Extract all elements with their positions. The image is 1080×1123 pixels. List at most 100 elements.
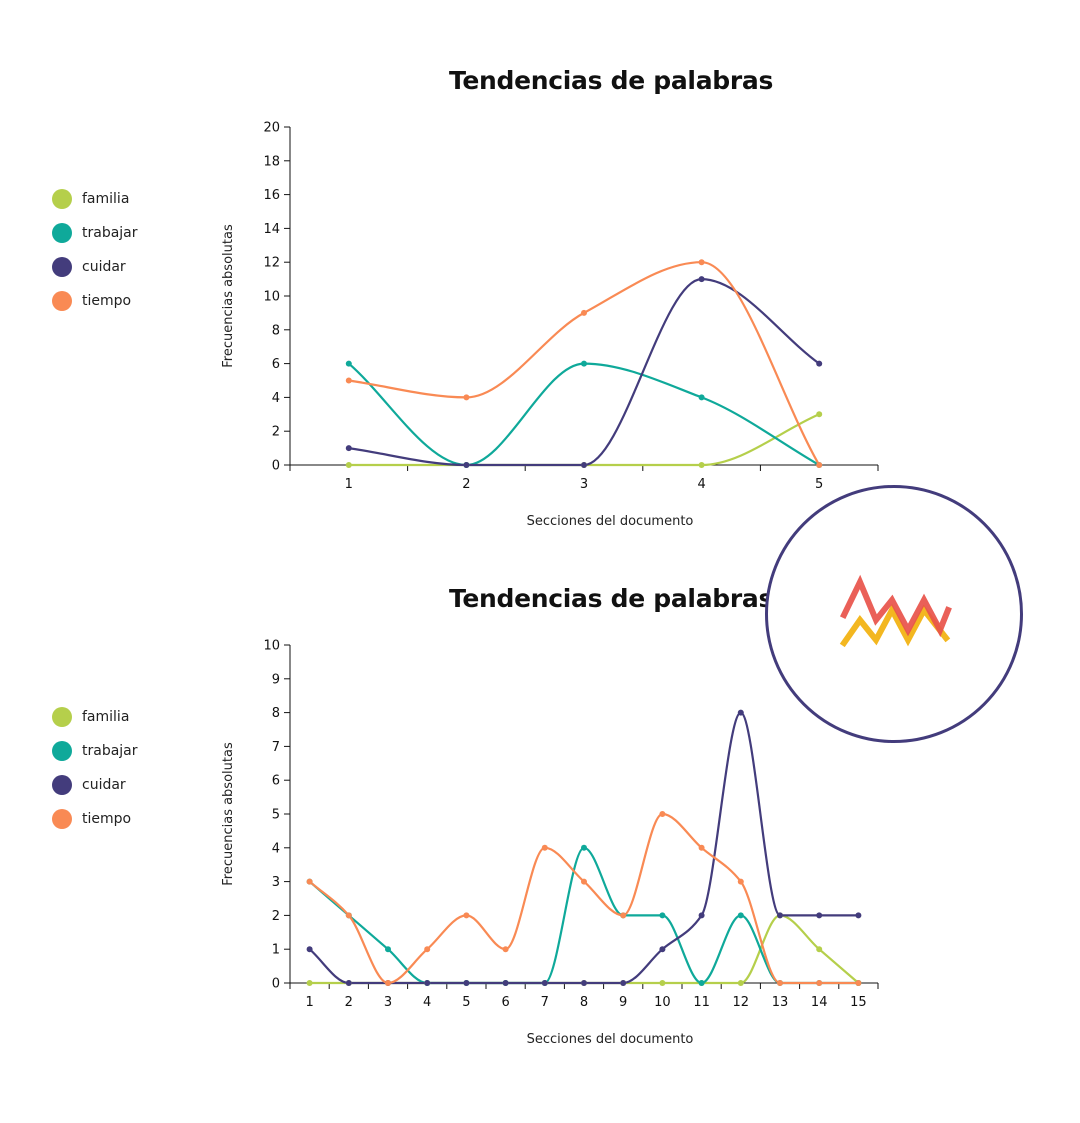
zigzag-lines-logo-icon <box>839 574 952 648</box>
legend-label: trabajar <box>82 225 138 241</box>
x-tick-label: 4 <box>697 477 705 492</box>
logo-badge <box>765 485 1023 743</box>
x-tick-label: 4 <box>423 995 431 1010</box>
data-point-tiempo <box>816 462 823 468</box>
data-point-cuidar <box>581 980 587 986</box>
x-tick-label: 10 <box>654 995 671 1010</box>
data-point-tiempo <box>502 946 509 953</box>
data-point-cuidar <box>698 912 705 919</box>
x-tick-label: 13 <box>772 995 789 1010</box>
data-point-cuidar <box>463 462 470 468</box>
data-point-trabajar <box>659 912 666 919</box>
x-tick-label: 2 <box>345 995 353 1010</box>
legend-label: tiempo <box>82 811 132 827</box>
x-tick-label: 12 <box>733 995 750 1010</box>
data-point-familia <box>659 980 666 986</box>
data-point-tiempo <box>424 946 431 953</box>
data-point-cuidar <box>502 980 509 986</box>
y-tick-label: 8 <box>272 323 280 338</box>
data-point-tiempo <box>385 980 391 986</box>
legend-item-trabajar[interactable]: trabajar <box>52 222 138 244</box>
y-tick-label: 10 <box>263 290 280 305</box>
y-tick-label: 2 <box>272 425 280 440</box>
y-tick-label: 5 <box>272 808 280 823</box>
data-point-trabajar <box>737 912 744 919</box>
legend-swatch-icon <box>52 809 72 829</box>
data-point-tiempo <box>659 811 666 817</box>
data-point-familia <box>345 462 352 468</box>
legend-item-familia[interactable]: familia <box>52 188 129 210</box>
x-tick-label: 1 <box>345 477 353 492</box>
data-point-trabajar <box>345 360 352 367</box>
data-point-cuidar <box>659 946 666 953</box>
data-point-cuidar <box>855 912 862 919</box>
y-tick-label: 4 <box>272 391 280 406</box>
x-tick-label: 14 <box>811 995 828 1010</box>
y-tick-label: 6 <box>272 774 280 789</box>
x-tick-label: 2 <box>462 477 470 492</box>
data-point-familia <box>737 980 744 986</box>
chart-panel-1: Tendencias de palabras familia trabajar … <box>0 50 1080 570</box>
x-tick-label: 11 <box>693 995 710 1010</box>
data-point-cuidar <box>620 980 627 986</box>
legend-label: tiempo <box>82 293 132 309</box>
data-point-tiempo <box>463 394 470 401</box>
legend-swatch-icon <box>52 189 72 209</box>
legend-item-trabajar[interactable]: trabajar <box>52 740 138 762</box>
data-point-tiempo <box>306 878 313 885</box>
data-point-cuidar <box>737 709 744 716</box>
y-tick-label: 2 <box>272 909 280 924</box>
data-point-trabajar <box>698 980 705 986</box>
legend-swatch-icon <box>52 741 72 761</box>
legend-label: cuidar <box>82 777 126 793</box>
legend-item-cuidar[interactable]: cuidar <box>52 774 126 796</box>
legend-item-cuidar[interactable]: cuidar <box>52 256 126 278</box>
y-tick-label: 4 <box>272 841 280 856</box>
x-tick-label: 6 <box>501 995 509 1010</box>
y-tick-label: 10 <box>263 639 280 654</box>
data-point-cuidar <box>463 980 470 986</box>
series-line-trabajar <box>348 362 820 467</box>
x-axis-label: Secciones del documento <box>527 1032 694 1047</box>
y-tick-label: 12 <box>263 256 280 271</box>
y-tick-label: 7 <box>272 740 280 755</box>
x-axis-label: Secciones del documento <box>527 514 694 529</box>
series-line-familia <box>309 914 860 985</box>
y-tick-label: 16 <box>263 188 280 203</box>
series-line-trabajar <box>308 846 859 985</box>
y-tick-label: 3 <box>272 875 280 890</box>
data-point-cuidar <box>345 445 352 452</box>
data-point-tiempo <box>581 878 587 885</box>
series-line-cuidar <box>348 277 820 467</box>
y-tick-label: 0 <box>272 459 280 474</box>
chart-panel-2: Tendencias de palabras familia trabajar … <box>0 568 1080 1088</box>
y-axis-label: Frecuencias absolutas <box>221 742 236 886</box>
legend-swatch-icon <box>52 707 72 727</box>
series-line-tiempo <box>348 261 821 466</box>
legend-item-familia[interactable]: familia <box>52 706 129 728</box>
data-point-cuidar <box>816 912 823 919</box>
y-tick-label: 9 <box>272 672 280 687</box>
legend-item-tiempo[interactable]: tiempo <box>52 808 131 830</box>
data-point-tiempo <box>777 980 783 986</box>
legend-label: familia <box>82 709 130 725</box>
data-point-tiempo <box>345 377 352 384</box>
y-tick-label: 6 <box>272 357 280 372</box>
data-point-familia <box>816 411 823 418</box>
y-tick-label: 20 <box>263 121 280 136</box>
line-chart-plot: Frecuencias absolutas Secciones del docu… <box>221 639 879 1047</box>
data-point-tiempo <box>541 844 548 851</box>
legend-item-tiempo[interactable]: tiempo <box>52 290 131 312</box>
x-tick-label: 15 <box>850 995 867 1010</box>
data-point-trabajar <box>698 394 705 401</box>
legend-swatch-icon <box>52 223 72 243</box>
x-tick-label: 8 <box>580 995 588 1010</box>
y-tick-label: 18 <box>263 154 280 169</box>
chart-title: Tendencias de palabras <box>448 584 774 613</box>
data-point-tiempo <box>620 912 627 919</box>
y-tick-label: 0 <box>272 977 280 992</box>
series-line-cuidar <box>308 711 859 985</box>
y-tick-label: 14 <box>263 222 280 237</box>
data-point-familia <box>698 462 705 468</box>
data-point-cuidar <box>424 980 431 986</box>
